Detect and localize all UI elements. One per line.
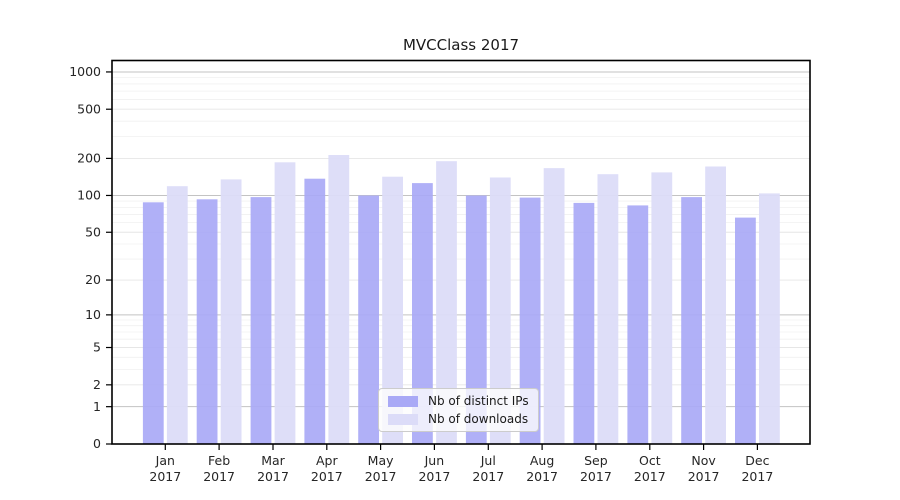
- x-tick-label-month: May: [368, 453, 394, 468]
- x-tick-label-month: Apr: [316, 453, 338, 468]
- x-tick-label-month: Jun: [424, 453, 445, 468]
- x-tick-label-year: 2017: [741, 469, 773, 484]
- x-tick-label-month: Dec: [745, 453, 769, 468]
- x-tick-label-year: 2017: [418, 469, 450, 484]
- chart-title: MVCClass 2017: [402, 36, 520, 54]
- x-tick-label-month: Aug: [530, 453, 554, 468]
- x-tick-label-year: 2017: [634, 469, 666, 484]
- legend-swatch-downloads: [388, 413, 418, 425]
- bar-downloads-jun: [436, 161, 457, 444]
- bar-downloads-dec: [759, 193, 780, 444]
- bar-downloads-may: [382, 176, 403, 444]
- axes-box: [111, 59, 811, 445]
- x-tick-label-month: Oct: [639, 453, 661, 468]
- y-tick-label: 200: [77, 151, 101, 166]
- y-tick-label: 2: [93, 377, 101, 392]
- bar-downloads-jul: [489, 177, 511, 444]
- bar-distinct-ips-feb: [196, 199, 218, 444]
- bar-distinct-ips-nov: [681, 197, 702, 444]
- bar-distinct-ips-oct: [627, 205, 649, 444]
- bar-distinct-ips-dec: [735, 217, 756, 444]
- x-tick-label-year: 2017: [365, 469, 397, 484]
- y-tick-label: 100: [77, 188, 101, 203]
- bar-distinct-ips-apr: [304, 178, 326, 444]
- bar-distinct-ips-jun: [412, 183, 433, 444]
- y-tick-label: 0: [93, 436, 101, 451]
- bar-distinct-ips-jan: [142, 202, 164, 444]
- legend-swatch-distinct-ips: [388, 395, 418, 407]
- bar-downloads-jan: [166, 186, 188, 444]
- legend: Nb of distinct IPs Nb of downloads: [378, 388, 539, 432]
- bar-downloads-oct: [651, 172, 673, 444]
- x-tick-label-month: Jan: [155, 453, 175, 468]
- y-tick-label: 500: [77, 101, 101, 116]
- y-tick-label: 50: [85, 225, 101, 240]
- y-tick-label: 1: [93, 399, 101, 414]
- x-tick-label-month: Sep: [584, 453, 608, 468]
- x-tick-label-year: 2017: [580, 469, 612, 484]
- x-tick-label-month: Mar: [261, 453, 285, 468]
- legend-item-downloads: Nb of downloads: [388, 413, 529, 425]
- x-tick-label-month: Jul: [480, 453, 496, 468]
- x-tick-label-year: 2017: [688, 469, 720, 484]
- bar-distinct-ips-jul: [465, 195, 487, 444]
- bar-distinct-ips-mar: [250, 197, 272, 444]
- x-tick-label-year: 2017: [311, 469, 343, 484]
- y-tick-label: 10: [85, 307, 101, 322]
- bar-downloads-mar: [274, 162, 296, 445]
- x-tick-label-year: 2017: [472, 469, 504, 484]
- bar-downloads-feb: [220, 179, 242, 444]
- bar-distinct-ips-sep: [573, 202, 595, 444]
- bar-downloads-aug: [543, 168, 565, 444]
- bar-downloads-apr: [328, 155, 350, 444]
- x-tick-label-year: 2017: [149, 469, 181, 484]
- y-tick-label: 20: [85, 272, 101, 287]
- y-tick-label: 1000: [69, 64, 101, 79]
- bar-distinct-ips-aug: [519, 197, 541, 444]
- x-tick-label-year: 2017: [526, 469, 558, 484]
- x-tick-label-month: Feb: [208, 453, 230, 468]
- x-tick-label-month: Nov: [691, 453, 716, 468]
- legend-label-distinct-ips: Nb of distinct IPs: [428, 394, 529, 408]
- bar-downloads-sep: [597, 174, 619, 444]
- y-tick-label: 5: [93, 340, 101, 355]
- bar-downloads-nov: [705, 166, 726, 444]
- bar-distinct-ips-may: [358, 195, 379, 444]
- legend-item-distinct-ips: Nb of distinct IPs: [388, 395, 529, 407]
- x-tick-label-year: 2017: [257, 469, 289, 484]
- legend-label-downloads: Nb of downloads: [428, 412, 529, 426]
- x-tick-label-year: 2017: [203, 469, 235, 484]
